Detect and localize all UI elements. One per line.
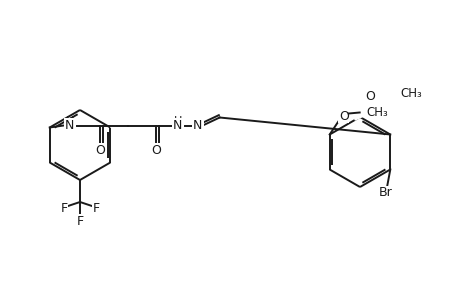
Text: Br: Br (378, 187, 392, 200)
Text: O: O (95, 143, 104, 157)
Text: CH₃: CH₃ (366, 106, 387, 119)
Text: H: H (173, 116, 181, 125)
Text: O: O (151, 143, 160, 157)
Text: N: N (193, 119, 202, 132)
Text: H: H (65, 116, 74, 125)
Text: O: O (364, 90, 374, 103)
Text: F: F (60, 202, 67, 215)
Text: N: N (173, 119, 182, 132)
Text: N: N (65, 119, 74, 132)
Text: F: F (92, 202, 99, 215)
Text: CH₃: CH₃ (399, 86, 421, 100)
Text: O: O (338, 110, 348, 122)
Polygon shape (354, 85, 424, 120)
Text: F: F (76, 215, 84, 228)
